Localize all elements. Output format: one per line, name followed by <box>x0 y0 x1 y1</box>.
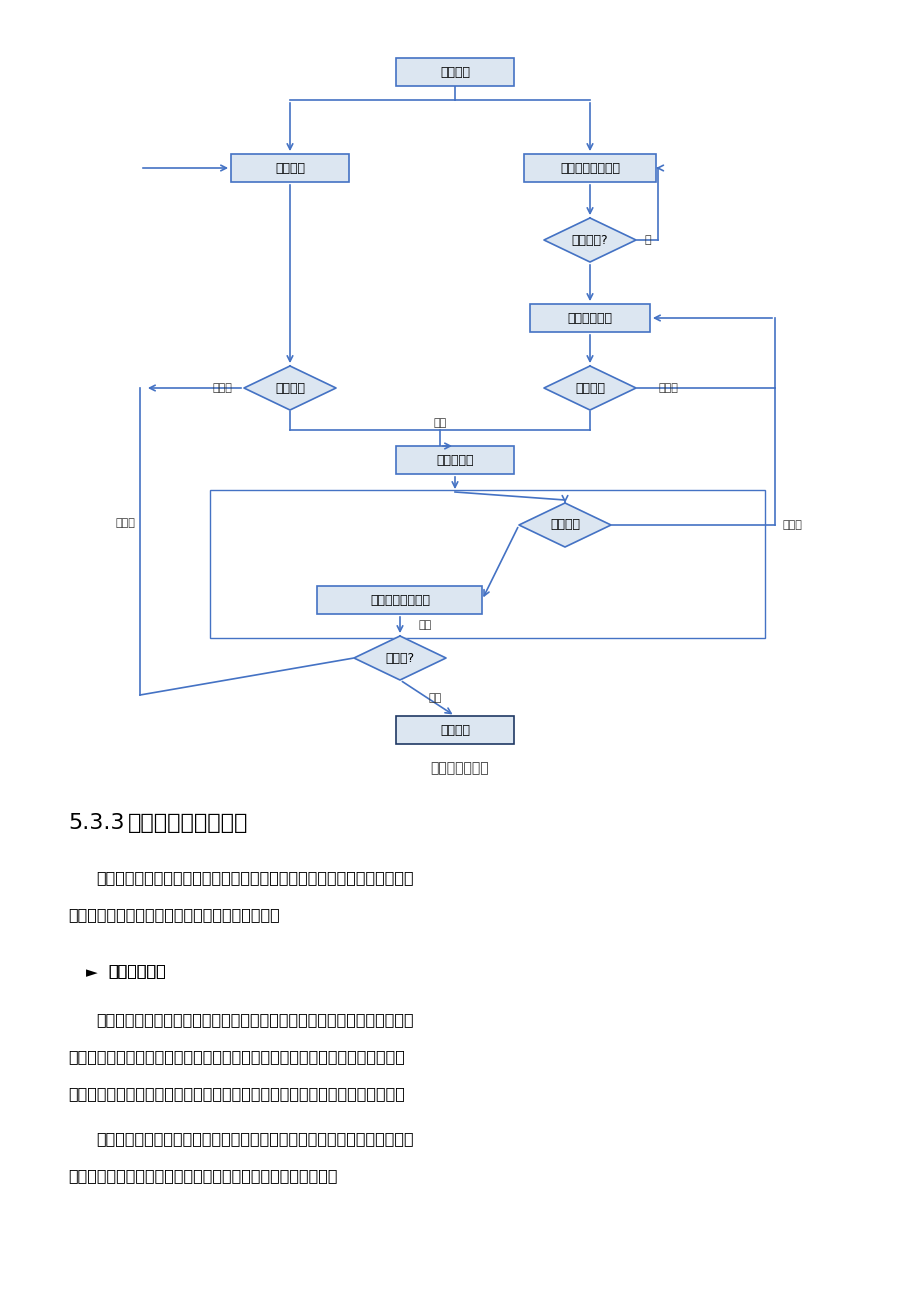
Text: 竝工资料收集编制: 竝工资料收集编制 <box>560 161 619 174</box>
Polygon shape <box>543 217 635 262</box>
Polygon shape <box>244 366 335 410</box>
Text: 施工质量控制应贯彻全面、全员、全过程质量管理的思想，运用动态控制原: 施工质量控制应贯彻全面、全员、全过程质量管理的思想，运用动态控制原 <box>96 870 414 885</box>
Text: 资料准备: 资料准备 <box>550 518 579 531</box>
Text: 质量合格: 质量合格 <box>275 381 305 395</box>
FancyBboxPatch shape <box>529 303 650 332</box>
Text: 即在正式施工前进行的事前主动质量控制，通过编制施工质量计划，明确质: 即在正式施工前进行的事前主动质量控制，通过编制施工质量计划，明确质 <box>96 1012 414 1027</box>
FancyBboxPatch shape <box>231 154 348 182</box>
Text: 5.3.3: 5.3.3 <box>68 812 124 833</box>
Text: 事前质量控制: 事前质量控制 <box>108 963 165 978</box>
Text: 量目标，制定施工方案，设置质量管理点，落实质量责任，分析可能导致质量目: 量目标，制定施工方案，设置质量管理点，落实质量责任，分析可能导致质量目 <box>68 1049 404 1064</box>
Text: ►: ► <box>85 965 97 980</box>
Text: 合格否?: 合格否? <box>385 651 414 664</box>
Text: 工序完成: 工序完成 <box>439 65 470 78</box>
Text: 不合格: 不合格 <box>212 383 232 393</box>
Text: 工程预验收: 工程预验收 <box>436 453 473 466</box>
Text: 竝工复测: 竝工复测 <box>574 381 605 395</box>
Text: 提交建设单位验收: 提交建设单位验收 <box>369 594 429 607</box>
Text: 不合格: 不合格 <box>657 383 677 393</box>
Text: 工程完工: 工程完工 <box>439 724 470 737</box>
Text: 不合格: 不合格 <box>782 519 802 530</box>
FancyBboxPatch shape <box>395 59 514 86</box>
Text: 的先进技术、管理方法和经验智慧，创造性地应用于工程项目。: 的先进技术、管理方法和经验智慧，创造性地应用于工程项目。 <box>68 1168 337 1184</box>
Text: 合格: 合格 <box>433 418 446 428</box>
Text: 理，进行质量的事前控制、事中控制和事后控制。: 理，进行质量的事前控制、事中控制和事后控制。 <box>68 907 279 922</box>
Text: 不合格: 不合格 <box>115 518 135 529</box>
FancyBboxPatch shape <box>524 154 655 182</box>
Polygon shape <box>543 366 635 410</box>
Text: 竝工资料编制: 竝工资料编制 <box>567 311 612 324</box>
Polygon shape <box>354 635 446 680</box>
Text: 标偏离的各种影响因素，针对这些影响因素制定有效的预防措施，防患于未然。: 标偏离的各种影响因素，针对这些影响因素制定有效的预防措施，防患于未然。 <box>68 1086 404 1101</box>
Text: 是否齐全?: 是否齐全? <box>571 233 607 246</box>
Text: 质量管理流程图: 质量管理流程图 <box>430 760 489 775</box>
FancyBboxPatch shape <box>395 447 514 474</box>
FancyBboxPatch shape <box>395 716 514 743</box>
Text: 否: 否 <box>644 234 651 245</box>
Text: 合格: 合格 <box>418 620 431 630</box>
Polygon shape <box>518 503 610 547</box>
Text: 工程自检: 工程自检 <box>275 161 305 174</box>
Text: 事前质量预控必须充分发挥组织的技术和管理方面的整体优势，把长期形成: 事前质量预控必须充分发挥组织的技术和管理方面的整体优势，把长期形成 <box>96 1131 414 1146</box>
Text: 事前质量控制: 事前质量控制 <box>108 963 165 978</box>
Text: 质量管理及保障措施: 质量管理及保障措施 <box>128 812 248 833</box>
FancyBboxPatch shape <box>317 586 482 615</box>
Text: 合格: 合格 <box>428 693 441 703</box>
